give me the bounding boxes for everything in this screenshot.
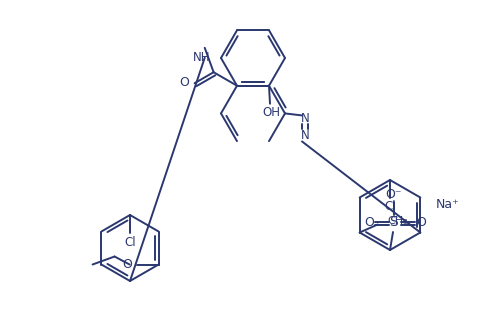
Text: O: O [123,258,133,271]
Text: OH: OH [262,106,280,119]
Text: NH: NH [193,51,211,64]
Text: S: S [390,215,398,229]
Text: N: N [300,129,309,142]
Text: CH₃: CH₃ [388,216,409,225]
Text: O: O [416,216,426,230]
Text: O: O [180,76,190,89]
Text: O⁻: O⁻ [386,188,402,202]
Text: O: O [364,216,374,230]
Text: N: N [300,112,309,125]
Text: Cl: Cl [124,235,136,248]
Text: Cl: Cl [384,201,396,213]
Text: Na⁺: Na⁺ [436,197,460,211]
